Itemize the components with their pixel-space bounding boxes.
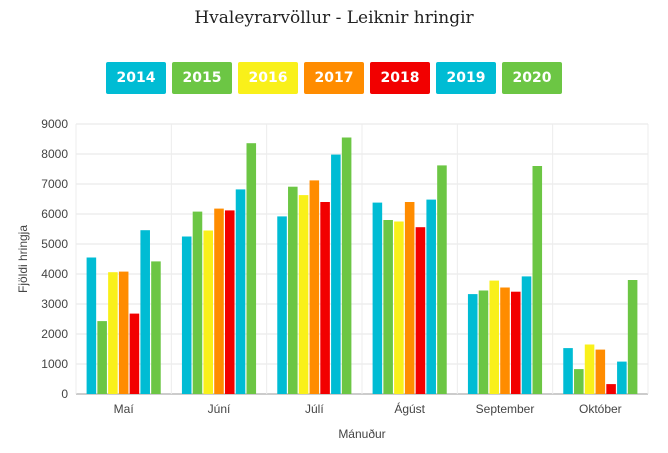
bar-2017-September[interactable] xyxy=(500,287,510,395)
bar-2020-Október[interactable] xyxy=(627,280,638,394)
y-tick-label: 1000 xyxy=(41,357,68,371)
bar-2019-Júlí[interactable] xyxy=(331,154,341,394)
bar-2018-Júní[interactable] xyxy=(224,210,235,394)
x-tick-label: Ágúst xyxy=(394,401,425,416)
bar-2014-September[interactable] xyxy=(467,294,478,394)
bar-2017-Maí[interactable] xyxy=(118,271,129,394)
bar-2018-Október[interactable] xyxy=(606,384,616,394)
bar-2015-Maí[interactable] xyxy=(97,321,107,394)
x-tick-label: Október xyxy=(579,402,622,416)
y-tick-label: 6000 xyxy=(41,207,68,221)
bar-2016-Júlí[interactable] xyxy=(298,195,309,394)
legend-item-2018[interactable]: 2018 xyxy=(370,62,430,94)
bar-2014-Júní[interactable] xyxy=(181,236,192,395)
x-tick-label: Maí xyxy=(114,402,135,416)
bar-2020-Júní[interactable] xyxy=(246,143,257,394)
bar-2016-Október[interactable] xyxy=(584,344,595,395)
legend-item-2014[interactable]: 2014 xyxy=(106,62,166,94)
bar-2014-Maí[interactable] xyxy=(86,257,97,395)
x-tick-label: Júní xyxy=(208,402,231,416)
bar-2015-Júní[interactable] xyxy=(192,211,203,394)
bar-2019-September[interactable] xyxy=(521,276,532,394)
bar-2014-Ágúst[interactable] xyxy=(372,202,383,394)
bar-2020-Júlí[interactable] xyxy=(341,137,352,395)
legend-item-2017[interactable]: 2017 xyxy=(304,62,364,94)
bar-2018-Maí[interactable] xyxy=(129,313,140,394)
chart-title: Hvaleyrarvöllur - Leiknir hringir xyxy=(194,8,474,28)
bar-2016-September[interactable] xyxy=(489,280,500,394)
bar-2019-Maí[interactable] xyxy=(140,230,150,394)
y-tick-label: 4000 xyxy=(41,267,68,281)
y-tick-label: 2000 xyxy=(41,327,68,341)
x-axis-title: Mánuður xyxy=(338,427,385,441)
y-tick-label: 9000 xyxy=(41,117,68,131)
bar-2018-September[interactable] xyxy=(510,291,521,394)
bar-2014-Október[interactable] xyxy=(563,348,573,394)
bar-2020-September[interactable] xyxy=(532,166,543,394)
legend: 2014 2015 2016 2017 2018 2019 2020 xyxy=(0,62,668,94)
bar-2019-Október[interactable] xyxy=(617,361,627,394)
bar-2017-Júní[interactable] xyxy=(214,208,224,394)
bar-2017-Ágúst[interactable] xyxy=(404,202,415,394)
bar-2019-Ágúst[interactable] xyxy=(426,199,436,394)
x-tick-label: Júlí xyxy=(305,402,324,416)
bar-2016-Júní[interactable] xyxy=(203,230,214,395)
bar-2020-Ágúst[interactable] xyxy=(437,165,447,394)
bar-2018-Júlí[interactable] xyxy=(320,202,330,394)
legend-item-2019[interactable]: 2019 xyxy=(436,62,496,94)
bar-2018-Ágúst[interactable] xyxy=(415,227,426,394)
bar-2015-Október[interactable] xyxy=(574,369,584,394)
bar-2015-Ágúst[interactable] xyxy=(383,220,393,394)
legend-item-2020[interactable]: 2020 xyxy=(502,62,562,94)
legend-item-2016[interactable]: 2016 xyxy=(238,62,298,94)
x-tick-label: September xyxy=(476,402,535,416)
y-tick-label: 0 xyxy=(61,387,68,401)
bar-2017-Júlí[interactable] xyxy=(309,180,320,394)
bar-2019-Júní[interactable] xyxy=(235,189,246,394)
bar-2017-Október[interactable] xyxy=(595,349,606,394)
bar-2015-Júlí[interactable] xyxy=(288,186,298,394)
y-tick-label: 3000 xyxy=(41,297,68,311)
y-tick-label: 5000 xyxy=(41,237,68,251)
bar-2016-Maí[interactable] xyxy=(108,272,118,394)
y-tick-label: 7000 xyxy=(41,177,68,191)
bar-2015-September[interactable] xyxy=(478,290,489,395)
bar-2014-Júlí[interactable] xyxy=(277,216,287,394)
legend-item-2015[interactable]: 2015 xyxy=(172,62,232,94)
bar-2016-Ágúst[interactable] xyxy=(394,221,404,395)
y-axis-title: Fjöldi hringja xyxy=(16,225,30,293)
bar-2020-Maí[interactable] xyxy=(151,261,161,394)
y-tick-label: 8000 xyxy=(41,147,68,161)
